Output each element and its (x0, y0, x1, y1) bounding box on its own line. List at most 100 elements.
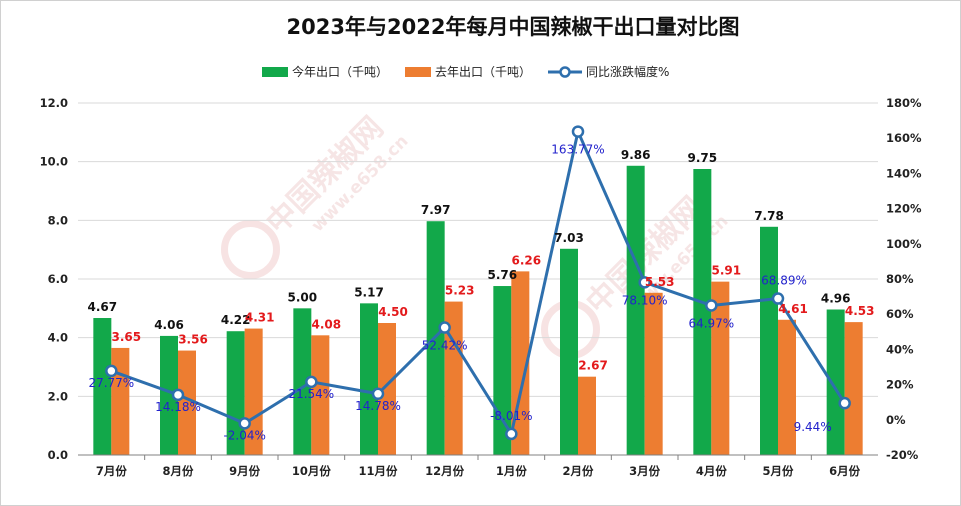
y-right-tick-6: 100% (886, 237, 922, 251)
label-last-year-0: 3.65 (112, 330, 142, 344)
x-tick-7: 2月份 (562, 464, 594, 478)
x-tick-10: 5月份 (762, 464, 794, 478)
chart-title: 2023年与2022年每月中国辣椒干出口量对比图 (287, 15, 740, 39)
label-this-year-6: 5.76 (488, 268, 518, 282)
legend: 今年出口（千吨） 去年出口（千吨） 同比涨跌幅度% (262, 64, 669, 79)
y-left-tick-1: 2.0 (48, 389, 68, 403)
label-yoy-3: 21.54% (288, 387, 334, 401)
x-tick-1: 8月份 (162, 464, 194, 478)
label-this-year-3: 5.00 (288, 290, 318, 304)
legend-swatch-this-year (262, 67, 288, 77)
watermark-logo (541, 299, 601, 359)
label-yoy-7: 163.77% (551, 143, 604, 157)
legend-marker-yoy (559, 66, 571, 78)
x-tick-6: 1月份 (496, 464, 528, 478)
bar-this-year-1 (160, 335, 178, 455)
label-last-year-10: 4.61 (778, 302, 808, 316)
bar-this-year-10 (760, 226, 778, 455)
bar-this-year-7 (560, 248, 578, 455)
yoy-point-11 (838, 396, 851, 410)
bar-last-year-8 (644, 292, 663, 455)
bar-last-year-1 (178, 350, 196, 455)
label-last-year-11: 4.53 (845, 304, 875, 318)
label-this-year-7: 7.03 (554, 231, 584, 245)
label-last-year-3: 4.08 (312, 317, 342, 331)
x-tick-5: 12月份 (425, 464, 465, 478)
bar-this-year-3 (293, 308, 312, 455)
bar-last-year-7 (578, 376, 596, 455)
bar-last-year-5 (444, 301, 463, 455)
y-right-tick-4: 60% (886, 307, 914, 321)
label-this-year-4: 5.17 (354, 285, 384, 299)
label-this-year-1: 4.06 (154, 318, 184, 332)
yoy-point-9 (705, 299, 718, 312)
y-right-tick-10: 180% (886, 96, 922, 110)
x-tick-0: 7月份 (96, 464, 128, 478)
yoy-point-7 (571, 125, 585, 138)
y-left-tick-3: 6.0 (48, 272, 68, 286)
label-last-year-8: 5.53 (645, 275, 675, 289)
label-last-year-7: 2.67 (578, 359, 608, 373)
y-left-tick-6: 12.0 (40, 96, 68, 110)
label-this-year-8: 9.86 (621, 148, 651, 162)
label-last-year-2: 4.31 (245, 311, 275, 325)
legend-label-this-year: 今年出口（千吨） (292, 64, 388, 79)
y-left-tick-2: 4.0 (48, 331, 68, 345)
label-yoy-11: 9.44% (794, 420, 832, 434)
yoy-point-4 (371, 387, 385, 401)
label-yoy-5: 52.42% (422, 339, 468, 353)
y-right-tick-2: 20% (886, 378, 914, 392)
yoy-point-2 (238, 417, 251, 430)
label-yoy-8: 78.10% (622, 293, 668, 307)
label-this-year-0: 4.67 (88, 300, 118, 314)
yoy-line (105, 125, 851, 441)
x-tick-11: 6月份 (829, 464, 861, 478)
label-yoy-1: 14.18% (155, 400, 201, 414)
y-right-tick-5: 80% (886, 272, 914, 286)
y-right-tick-1: 0% (886, 413, 906, 427)
label-this-year-10: 7.78 (754, 209, 784, 223)
y-left-tick-5: 10.0 (40, 155, 68, 169)
x-tick-2: 9月份 (229, 464, 261, 478)
y-right-tick-8: 140% (886, 166, 922, 180)
yoy-point-1 (171, 388, 185, 402)
label-yoy-2: -2.04% (223, 428, 265, 442)
bar-this-year-4 (360, 303, 378, 455)
x-tick-4: 11月份 (358, 464, 398, 478)
label-yoy-6: -8.01% (490, 409, 532, 423)
label-last-year-4: 4.50 (378, 305, 408, 319)
bar-last-year-10 (778, 319, 796, 455)
x-tick-8: 3月份 (629, 464, 661, 478)
bar-last-year-3 (311, 335, 330, 455)
bar-last-year-11 (844, 322, 863, 455)
yoy-point-8 (638, 276, 651, 289)
data-labels: 4.67 3.65 27.77% 4.063.56 14.18% 4.224.31 -2.0… (88, 143, 875, 443)
label-last-year-9: 5.91 (712, 264, 742, 278)
bar-last-year-9 (711, 281, 730, 455)
yoy-point-0 (105, 364, 118, 378)
y-right-tick-3: 40% (886, 342, 914, 356)
label-this-year-5: 7.97 (421, 203, 451, 217)
bar-this-year-8 (626, 165, 645, 456)
y-right-tick-9: 160% (886, 131, 922, 145)
yoy-point-5 (438, 321, 451, 334)
label-this-year-9: 9.75 (688, 151, 718, 165)
label-yoy-0: 27.77% (88, 376, 134, 390)
bar-this-year-0 (93, 318, 112, 455)
yoy-point-10 (771, 292, 785, 305)
legend-swatch-last-year (405, 67, 431, 77)
axes: 0.0 2.0 4.0 6.0 8.0 10.0 12.0 -20% 0% 20% 40% 60% 80… (40, 96, 922, 478)
label-this-year-2: 4.22 (221, 313, 251, 327)
yoy-point-3 (305, 375, 318, 389)
label-yoy-9: 64.97% (688, 316, 734, 330)
yoy-point-6 (505, 427, 518, 441)
bar-this-year-11 (826, 309, 845, 455)
legend-label-yoy: 同比涨跌幅度% (586, 64, 669, 79)
label-yoy-4: 14.78% (355, 399, 401, 413)
label-last-year-6: 6.26 (512, 253, 542, 267)
label-this-year-11: 4.96 (821, 292, 851, 306)
label-yoy-10: 68.89% (761, 274, 807, 288)
bar-this-year-9 (693, 169, 712, 455)
